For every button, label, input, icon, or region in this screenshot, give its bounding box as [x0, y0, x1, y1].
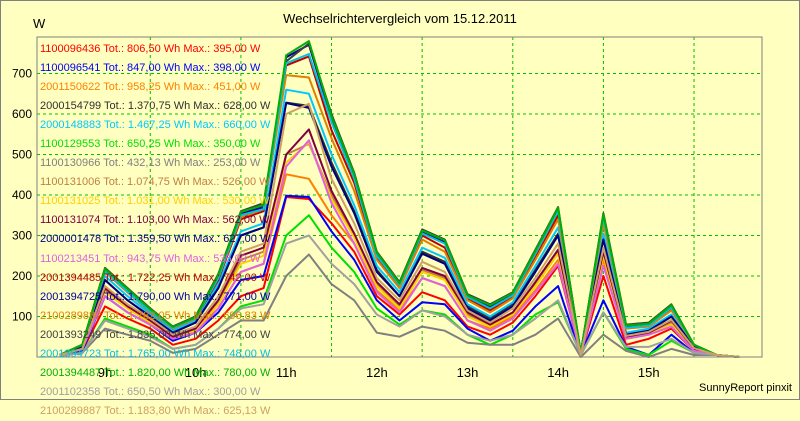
- legend-entry: 1100131074 Tot.: 1.103,00 Wh Max.: 562,0…: [40, 214, 270, 227]
- chart-title: Wechselrichtervergleich vom 15.12.2011: [283, 11, 517, 26]
- legend-entry: 1100131006 Tot.: 1.074,75 Wh Max.: 526,0…: [40, 176, 270, 189]
- legend-entry: 2001394723 Tot.: 1.765,00 Wh Max.: 748,0…: [40, 347, 271, 360]
- legend-entry: 2001102358 Tot.: 650,50 Wh Max.: 300,00 …: [40, 385, 261, 398]
- x-axis-ticks: 9h 10h 11h 12h 13h 14h 15h: [98, 365, 660, 380]
- series-line-11: [59, 139, 740, 358]
- y-axis-ticks: 100 200 300 400 500 600 700: [12, 66, 32, 323]
- legend-entry: 2001394487 Tot.: 1.820,00 Wh Max.: 780,0…: [40, 366, 271, 379]
- legend-entry: 1100096541 Tot.: 847,00 Wh Max.: 398,00 …: [40, 62, 261, 75]
- legend-entry: 2001394485 Tot.: 1.722,25 Wh Max.: 742,0…: [40, 271, 271, 284]
- series-line-17: [59, 40, 740, 358]
- series-line-18: [59, 234, 740, 358]
- series-line-6: [59, 253, 740, 358]
- legend-entry: 2000001478 Tot.: 1.359,50 Wh Max.: 627,0…: [40, 233, 271, 246]
- legend-entry: 2100289887 Tot.: 1.183,80 Wh Max.: 625,1…: [40, 404, 271, 417]
- footer-credit: SunnyReport pinxit: [699, 382, 792, 394]
- legend-entry: 2000154799 Tot.: 1.370,75 Wh Max.: 628,0…: [40, 100, 271, 113]
- series-line-19: [59, 102, 740, 358]
- legend-entry: 1100096436 Tot.: 806,50 Wh Max.: 395,00 …: [40, 43, 261, 55]
- x-tick-label: 13h: [457, 365, 479, 380]
- line-chart: 100 200 300 400 500 600 700 9h 10h 11h 12h 13h 14h 1…: [12, 36, 763, 380]
- legend-entry: 2001150622 Tot.: 958,25 Wh Max.: 451,00 …: [40, 81, 261, 94]
- y-tick-label: 500: [12, 147, 32, 161]
- y-tick-label: 600: [12, 107, 32, 121]
- legend: 1100096436 Tot.: 806,50 Wh Max.: 395,00 …: [40, 40, 270, 421]
- legend-entry: 2100289887 Tot.: 1.782,05 Wh Max.: 696,8…: [40, 309, 271, 322]
- y-unit-label: W: [33, 16, 46, 31]
- legend-entry: 2000148883 Tot.: 1.467,25 Wh Max.: 660,0…: [40, 119, 271, 132]
- y-tick-label: 700: [12, 66, 32, 80]
- y-tick-label: 100: [12, 309, 32, 323]
- legend-entry: 2001393249 Tot.: 1.835,00 Wh Max.: 774,0…: [40, 328, 271, 341]
- legend-entry: 1100131025 Tot.: 1.031,00 Wh Max.: 530,0…: [40, 195, 270, 208]
- legend-entry: 2001394725 Tot.: 1.790,00 Wh Max.: 771,0…: [40, 290, 271, 303]
- plot-area: [36, 36, 763, 358]
- y-tick-label: 400: [12, 188, 32, 202]
- y-tick-label: 300: [12, 228, 32, 242]
- x-tick-label: 11h: [276, 365, 297, 380]
- legend-entry: 1100129553 Tot.: 650,25 Wh Max.: 350,00 …: [40, 138, 261, 151]
- x-tick-label: 15h: [638, 365, 660, 380]
- x-tick-label: 10h: [185, 365, 207, 380]
- x-tick-label: 12h: [366, 365, 388, 380]
- series-lines: [59, 40, 740, 358]
- x-tick-label: 14h: [547, 365, 569, 380]
- legend-entry: 1100130966 Tot.: 432,13 Wh Max.: 253,00 …: [40, 157, 261, 170]
- y-tick-label: 200: [12, 269, 32, 283]
- x-tick-label: 9h: [98, 365, 112, 380]
- legend-entry: 1100213451 Tot.: 943,75 Wh Max.: 535,00 …: [40, 252, 261, 265]
